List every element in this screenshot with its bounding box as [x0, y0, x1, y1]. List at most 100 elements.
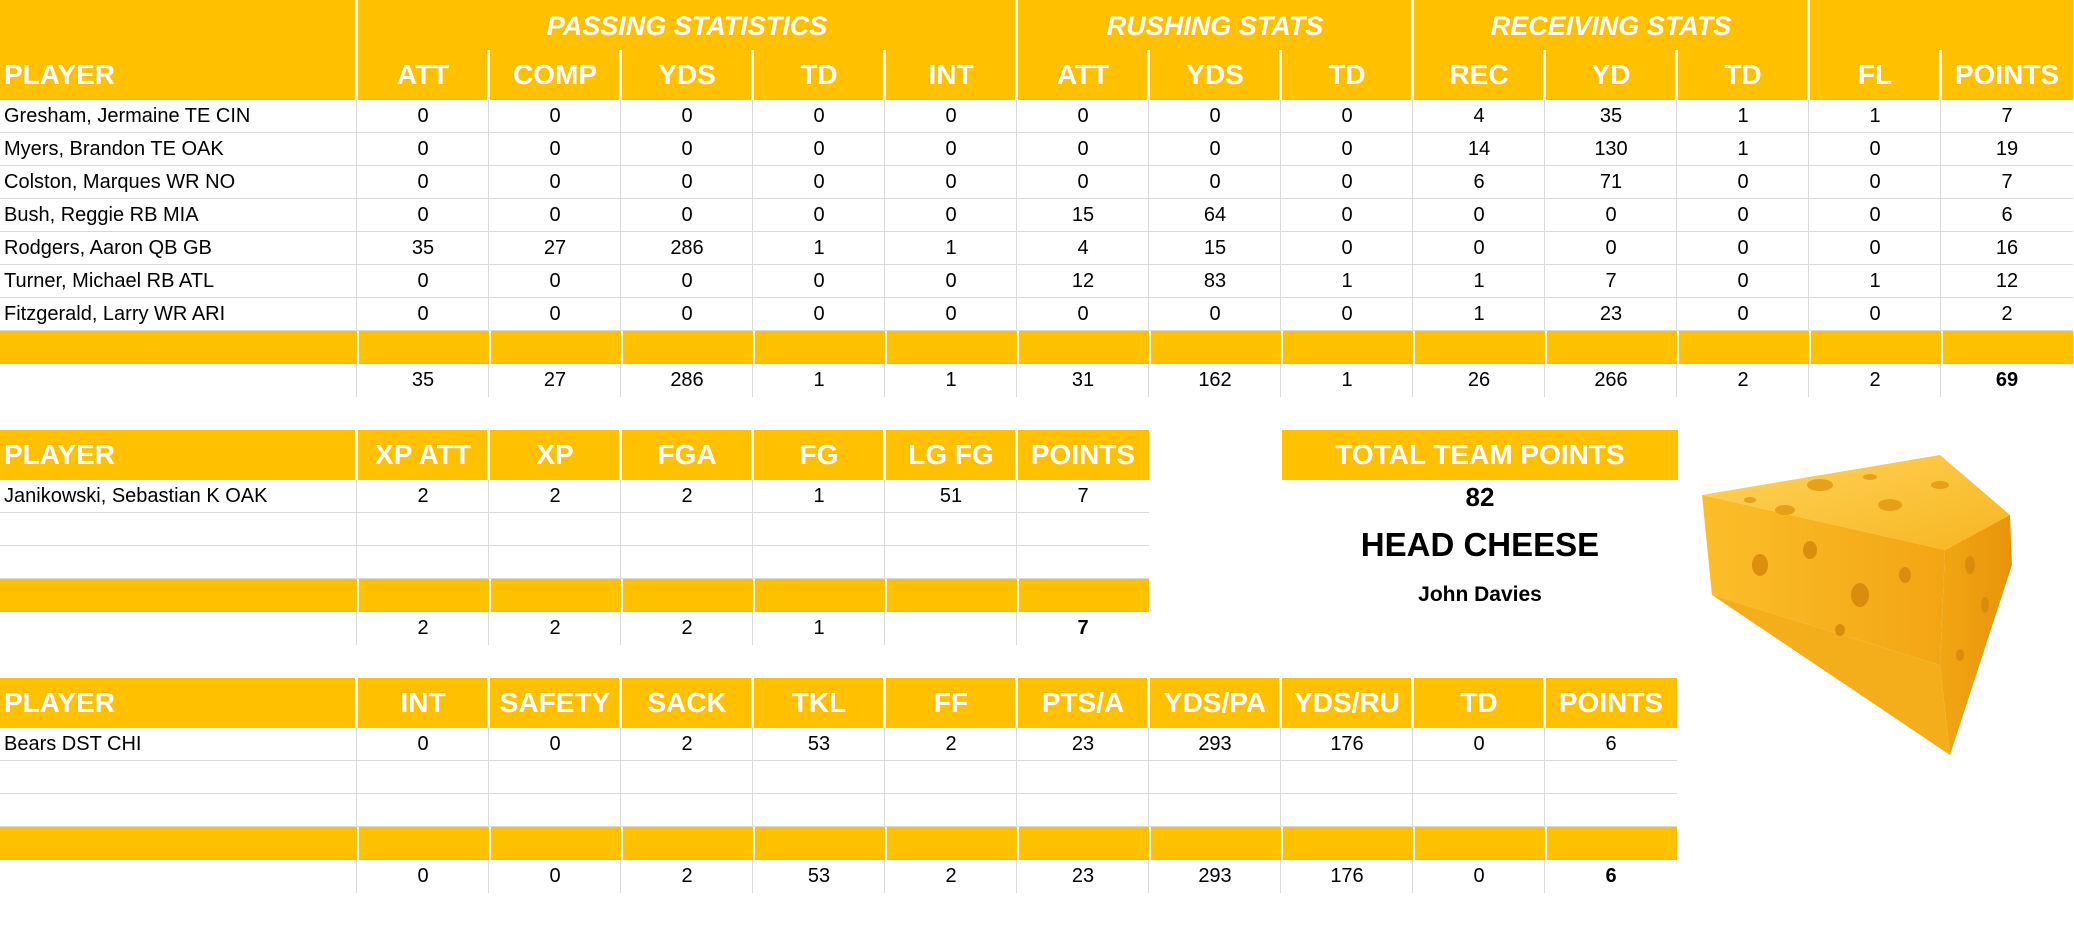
cell-divider — [1016, 728, 1017, 761]
cell-divider — [620, 794, 621, 827]
cell-divider — [620, 546, 621, 579]
cell-divider — [1016, 265, 1017, 298]
total-cell: 266 — [1594, 369, 1628, 391]
cell-divider — [1016, 199, 1017, 232]
cell-divider — [1016, 166, 1017, 199]
table-cell: 286 — [670, 237, 704, 259]
cell-divider — [620, 761, 621, 794]
table-cell: 0 — [1473, 237, 1485, 259]
table-cell: 0 — [1341, 204, 1353, 226]
group-divider — [355, 0, 358, 100]
column-header-kicker-5: LG FG — [908, 439, 994, 470]
table-cell: 4 — [1077, 237, 1089, 259]
cell-divider — [1016, 480, 1017, 513]
table-cell: 0 — [1605, 204, 1617, 226]
table-cell: 130 — [1594, 138, 1628, 160]
table-cell: 2 — [549, 485, 561, 507]
table-cell: 51 — [939, 485, 963, 507]
table-cell: 1 — [1869, 105, 1881, 127]
cell-divider — [884, 265, 885, 298]
spacer-cell — [0, 579, 357, 612]
table-cell: 0 — [813, 138, 825, 160]
cell-divider — [1280, 761, 1281, 794]
cell-divider — [1280, 860, 1281, 893]
cell-divider — [884, 100, 885, 133]
total-cell: 2 — [1737, 369, 1749, 391]
table-cell: 0 — [549, 105, 561, 127]
cell-divider — [1280, 133, 1281, 166]
cell-divider — [356, 166, 357, 199]
table-cell: 15 — [1071, 204, 1095, 226]
cell-divider — [1544, 298, 1545, 331]
cell-divider — [620, 265, 621, 298]
cell-divider — [356, 513, 357, 546]
cell-divider — [1280, 265, 1281, 298]
table-cell: 0 — [945, 270, 957, 292]
header-divider — [883, 430, 886, 480]
table-cell: 12 — [1995, 270, 2019, 292]
table-cell: 6 — [1605, 733, 1617, 755]
column-header-offense-7: YDS — [1186, 59, 1244, 90]
table-cell: 0 — [417, 171, 429, 193]
cell-divider — [1544, 794, 1545, 827]
table-cell: 71 — [1599, 171, 1623, 193]
defense-header-band — [0, 678, 1677, 728]
cell-divider — [1016, 513, 1017, 546]
header-divider — [751, 678, 754, 728]
table-row — [0, 728, 1677, 761]
cell-divider — [884, 480, 885, 513]
header-divider — [1147, 50, 1150, 100]
cell-divider — [356, 794, 357, 827]
table-cell: 7 — [2001, 105, 2013, 127]
total-cell: 2 — [945, 865, 957, 887]
cell-divider — [1412, 860, 1413, 893]
cell-divider — [488, 480, 489, 513]
cell-divider — [356, 100, 357, 133]
cell-divider — [884, 546, 885, 579]
cell-divider — [1412, 100, 1413, 133]
table-cell: 12 — [1071, 270, 1095, 292]
table-cell: 0 — [1209, 171, 1221, 193]
cell-divider — [884, 513, 885, 546]
cell-divider — [752, 761, 753, 794]
table-cell: 83 — [1203, 270, 1227, 292]
total-cell: 1 — [813, 617, 825, 639]
cell-divider — [1148, 265, 1149, 298]
cell-divider — [356, 265, 357, 298]
spacer-cell — [491, 827, 621, 860]
spacer-cell — [1547, 331, 1677, 364]
table-cell: 2 — [681, 485, 693, 507]
table-cell: 1 — [1869, 270, 1881, 292]
cell-divider — [1412, 232, 1413, 265]
header-divider — [619, 430, 622, 480]
header-divider — [1675, 50, 1678, 100]
group-header-2: RECEIVING STATS — [1490, 10, 1732, 41]
table-cell: 16 — [1995, 237, 2019, 259]
cell-divider — [1412, 265, 1413, 298]
cell-divider — [356, 232, 357, 265]
total-cell: 2 — [1869, 369, 1881, 391]
table-cell: 0 — [1473, 733, 1485, 755]
spacer-cell — [359, 331, 489, 364]
table-row — [0, 546, 1149, 579]
cell-divider — [1808, 364, 1809, 397]
cell-divider — [1280, 298, 1281, 331]
offense-header-band — [0, 0, 2073, 100]
cell-divider — [1412, 728, 1413, 761]
column-header-offense-8: TD — [1328, 59, 1366, 90]
header-divider — [487, 678, 490, 728]
column-header-defense-4: TKL — [791, 687, 847, 718]
total-cell: 1 — [1341, 369, 1353, 391]
total-cell: 23 — [1071, 865, 1095, 887]
cell-divider — [1544, 166, 1545, 199]
cell-divider — [356, 728, 357, 761]
spacer-cell — [1019, 331, 1149, 364]
cell-divider — [752, 728, 753, 761]
table-cell: 14 — [1467, 138, 1491, 160]
header-divider — [1279, 50, 1282, 100]
header-divider — [883, 678, 886, 728]
header-divider — [619, 678, 622, 728]
table-cell: 0 — [1869, 303, 1881, 325]
column-header-offense-10: YD — [1591, 59, 1631, 90]
cell-divider — [1148, 728, 1149, 761]
